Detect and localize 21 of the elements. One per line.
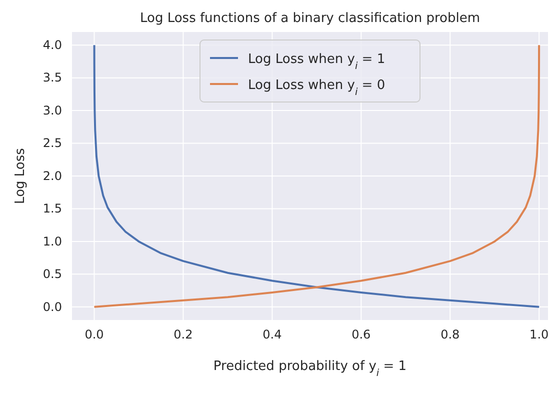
- legend-label: Log Loss when y$_{i}$ = 1: [248, 52, 386, 72]
- y-tick-label: 3.5: [42, 70, 62, 85]
- y-tick-label: 1.5: [42, 202, 62, 216]
- line-series: [93, 44, 540, 308]
- x-axis-title: Predicted probability of y$_{i}$ = 1: [213, 359, 407, 378]
- x-tick-label: 0.4: [262, 328, 282, 342]
- x-tick-label: 0.2: [174, 328, 193, 342]
- y-tick-label: 0.5: [42, 267, 62, 282]
- y-tick-label: 2.5: [42, 136, 62, 150]
- x-tick-label: 0.8: [440, 328, 460, 342]
- y-tick-label: 4.0: [42, 38, 62, 52]
- y-tick-label: 3.0: [42, 103, 62, 118]
- y-tick-label: 1.0: [42, 234, 62, 248]
- y-axis-title: Log Loss: [13, 148, 28, 204]
- legend-label: Log Loss when y$_{i}$ = 0: [248, 78, 386, 98]
- x-tick-label: 0.0: [84, 328, 104, 342]
- y-tick-label: 2.0: [42, 168, 62, 183]
- y-tick-label: 0.0: [42, 300, 62, 314]
- x-tick-label: 1.0: [530, 328, 549, 342]
- chart-title: Log Loss functions of a binary classification problem: [140, 11, 480, 26]
- x-tick-label: 0.6: [352, 328, 371, 342]
